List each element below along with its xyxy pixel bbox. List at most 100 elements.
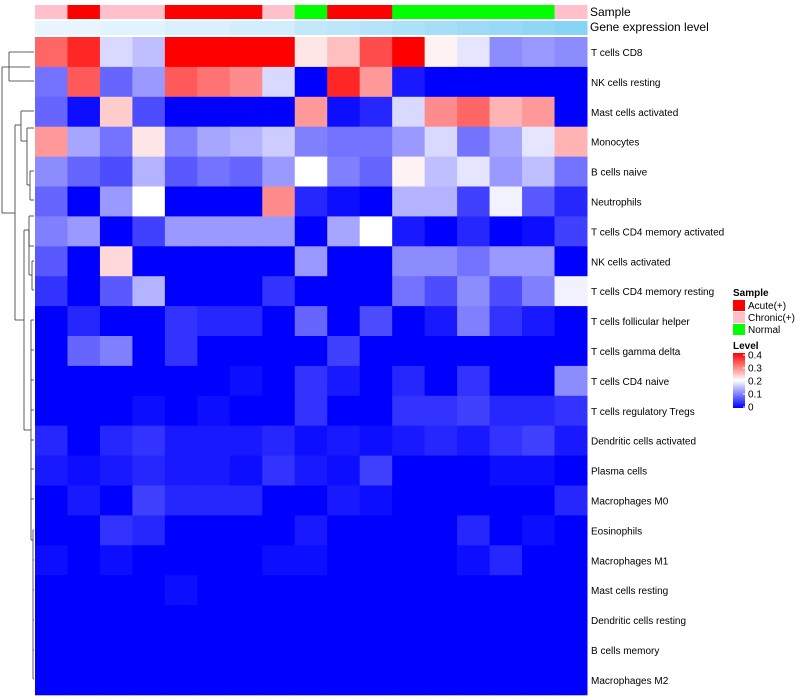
heatmap-cell	[294, 66, 328, 98]
heatmap-cell	[424, 575, 458, 606]
heatmap-cell	[392, 306, 426, 337]
heatmap-cell	[197, 246, 231, 277]
heatmap-cell	[554, 395, 588, 427]
heatmap-cell	[229, 156, 263, 187]
heatmap-cell	[359, 96, 393, 128]
heatmap-cell	[554, 66, 588, 98]
heatmap-cell	[424, 96, 458, 128]
heatmap-cell	[229, 306, 263, 337]
heatmap-cell	[522, 455, 556, 486]
heatmap-cell	[164, 66, 198, 98]
row-label: Dendritic cells resting	[591, 616, 686, 627]
row-label: Mast cells resting	[591, 586, 668, 597]
heatmap-cell	[35, 126, 68, 158]
sample-annotation-cell	[359, 5, 393, 19]
row-labels: T cells CD8 NK cells resting Mast cells ac…	[591, 48, 724, 687]
heatmap-cell	[229, 485, 263, 516]
heatmap-cell	[197, 635, 231, 666]
heatmap-cell	[392, 336, 426, 367]
sample-legend-swatch	[733, 324, 745, 335]
heatmap-cell	[359, 485, 393, 516]
gene-expression-annotation-cell	[294, 21, 328, 35]
heatmap-cell	[99, 605, 133, 636]
heatmap-cell	[35, 276, 68, 307]
heatmap-cell	[392, 635, 426, 666]
level-legend-tick-label: 0.2	[748, 377, 762, 388]
sample-annotation-cell	[164, 5, 198, 19]
heatmap-cell	[489, 96, 523, 128]
heatmap-cell	[424, 37, 458, 68]
heatmap-cell	[554, 485, 588, 516]
heatmap-cell	[99, 365, 133, 397]
heatmap-cell	[99, 37, 133, 68]
gene-expression-annotation-cell	[132, 21, 166, 35]
heatmap-cell	[424, 336, 458, 367]
heatmap-cell	[67, 126, 101, 158]
heatmap-cell	[67, 37, 101, 68]
heatmap-cell	[132, 575, 166, 606]
heatmap-cell	[457, 246, 491, 277]
heatmap-cell	[457, 365, 491, 397]
heatmap-cell	[457, 605, 491, 636]
heatmap-cell	[67, 545, 101, 576]
heatmap-cell	[197, 276, 231, 307]
gene-expression-annotation-cell	[262, 21, 296, 35]
heatmap-cell	[99, 306, 133, 337]
level-legend-tick-label: 0.3	[748, 364, 762, 375]
heatmap-cell	[262, 575, 296, 606]
heatmap-cell	[554, 306, 588, 337]
heatmap-cell	[197, 425, 231, 457]
heatmap-cell	[35, 216, 68, 247]
heatmap-cell	[359, 306, 393, 337]
heatmap-cell	[554, 336, 588, 367]
heatmap-cell	[489, 186, 523, 217]
heatmap-cell	[197, 156, 231, 187]
heatmap-cell	[229, 545, 263, 576]
heatmap-cell	[489, 365, 523, 397]
heatmap-cell	[327, 156, 361, 187]
heatmap-cell	[489, 455, 523, 486]
level-legend-tick-label: 0.1	[748, 390, 762, 401]
row-label: T cells regulatory Tregs	[591, 407, 695, 418]
gene-expression-annotation-cell	[424, 21, 458, 35]
heatmap-cell	[67, 156, 101, 187]
heatmap-cell	[424, 515, 458, 546]
heatmap-cell	[99, 156, 133, 187]
heatmap-cell	[489, 545, 523, 576]
heatmap-cell	[554, 96, 588, 128]
gene-expression-annotation-track	[35, 21, 588, 35]
heatmap-cell	[327, 425, 361, 457]
heatmap-cell	[67, 635, 101, 666]
heatmap-cell	[392, 485, 426, 516]
heatmap-cell	[522, 126, 556, 158]
heatmap-cell	[327, 395, 361, 427]
heatmap-cell	[522, 336, 556, 367]
heatmap-cell	[164, 306, 198, 337]
heatmap-cell	[327, 455, 361, 486]
row-label: Dendritic cells activated	[591, 437, 696, 448]
heatmap-cell	[99, 246, 133, 277]
heatmap-cell	[522, 485, 556, 516]
heatmap-cell	[522, 605, 556, 636]
heatmap-cell	[359, 37, 393, 68]
heatmap-cell	[522, 66, 556, 98]
row-label: T cells CD8	[591, 48, 643, 59]
row-label: T cells CD4 naive	[591, 377, 670, 388]
heatmap-cell	[294, 96, 328, 128]
heatmap-cell	[424, 276, 458, 307]
heatmap-cell	[67, 425, 101, 457]
heatmap-cell	[392, 216, 426, 247]
sample-annotation-cell	[489, 5, 523, 19]
heatmap-cell	[262, 395, 296, 427]
heatmap-cell	[294, 37, 328, 68]
heatmap-cell	[457, 395, 491, 427]
heatmap-cell	[294, 575, 328, 606]
heatmap-cell	[132, 66, 166, 98]
heatmap-cell	[229, 664, 263, 696]
heatmap-cell	[424, 395, 458, 427]
heatmap-cell	[132, 485, 166, 516]
heatmap-cell	[67, 276, 101, 307]
heatmap-cell	[229, 96, 263, 128]
heatmap-cell	[457, 664, 491, 696]
sample-legend: Sample Acute(+)Chronic(+)Normal	[733, 288, 795, 336]
